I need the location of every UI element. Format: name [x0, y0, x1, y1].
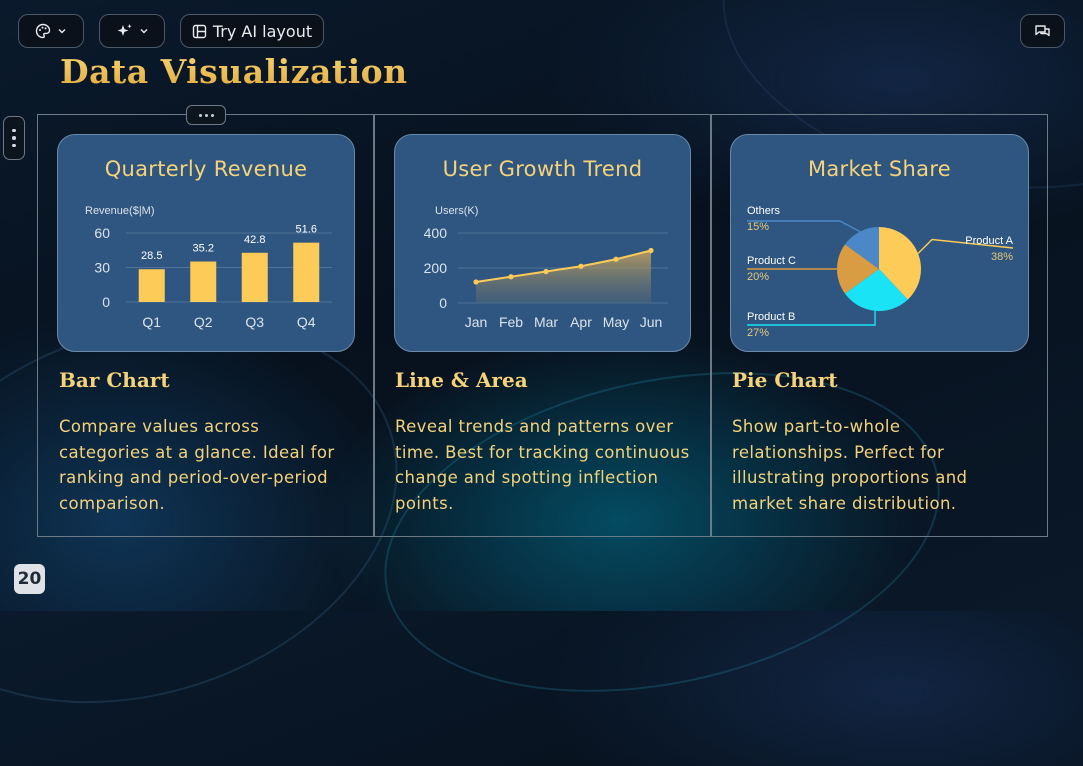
data-point: [648, 247, 654, 254]
slice-value-label: 38%: [991, 251, 1013, 263]
y-tick-label: 0: [102, 294, 110, 310]
slice-label: Others: [747, 205, 781, 217]
slice-value-label: 27%: [747, 327, 769, 339]
bar: [190, 261, 217, 302]
data-label: 35.2: [193, 243, 214, 255]
sparkle-icon: [116, 23, 133, 39]
chevron-down-icon: [139, 26, 149, 36]
pie-chart-card: Market Share Product A 38% Product B 27% Pro…: [730, 134, 1029, 352]
slice-label: Product C: [747, 255, 796, 267]
column-divider: [710, 114, 712, 537]
row-drag-handle[interactable]: [3, 116, 25, 160]
comments-icon: [1034, 24, 1051, 39]
data-point: [508, 274, 514, 280]
pie-slice: [845, 269, 908, 311]
x-tick-label: Jun: [640, 314, 663, 330]
try-ai-layout-label: Try AI layout: [212, 21, 313, 41]
slice-value-label: 20%: [747, 271, 769, 283]
x-tick-label: Q3: [245, 314, 264, 330]
y-axis-label: Revenue($|M): [85, 205, 155, 217]
slice-label: Product B: [747, 311, 795, 323]
pie-slice: [879, 227, 921, 300]
section-description: Show part-to-whole relationships. Perfec…: [732, 417, 968, 513]
x-tick-label: Mar: [534, 314, 558, 330]
data-label: 51.6: [296, 224, 317, 236]
section-heading: Pie Chart: [732, 368, 838, 392]
page-number: 20: [14, 564, 45, 594]
bar-chart: Revenue($|M) 0 30 60 28.5 Q1 35.2 Q2 42.8 Q3 51.6 Q…: [85, 205, 332, 330]
data-point: [578, 263, 584, 269]
data-point: [473, 279, 479, 285]
bar-chart-card: Quarterly Revenue Revenue($|M) 0 30 60 28.5 Q…: [57, 134, 355, 352]
pie-slice: [845, 227, 879, 269]
ai-assist-button[interactable]: [99, 14, 165, 48]
y-tick-label: 60: [94, 225, 110, 241]
palette-icon: [35, 23, 51, 39]
try-ai-layout-button[interactable]: Try AI layout: [180, 14, 324, 48]
slice-value-label: 15%: [747, 221, 769, 233]
x-tick-label: Q1: [142, 314, 161, 330]
comments-button[interactable]: [1020, 14, 1065, 48]
chart-title: User Growth Trend: [442, 157, 643, 181]
bar: [241, 252, 268, 302]
data-point: [613, 256, 619, 262]
data-label: 42.8: [244, 234, 265, 246]
chevron-down-icon: [57, 26, 67, 36]
y-tick-label: 0: [439, 295, 447, 311]
column-drag-handle[interactable]: [186, 105, 226, 125]
leader-line: [917, 238, 1014, 255]
x-tick-label: Feb: [499, 314, 523, 330]
x-tick-label: May: [603, 314, 629, 330]
area-chart-card: User Growth Trend Users(K) 0 200 400 Jan Feb M…: [394, 134, 691, 352]
layout-icon: [192, 24, 207, 39]
y-tick-label: 200: [424, 260, 448, 276]
data-label: 28.5: [141, 250, 162, 262]
section-description: Compare values across categories at a gl…: [59, 417, 335, 513]
y-axis-label: Users(K): [435, 205, 478, 217]
chart-title: Quarterly Revenue: [104, 157, 308, 181]
section-description: Reveal trends and patterns over time. Be…: [395, 417, 690, 513]
y-tick-label: 30: [94, 260, 110, 276]
x-tick-label: Q4: [297, 314, 316, 330]
series-line: [475, 249, 652, 283]
pie-slice: [837, 244, 879, 294]
slide-title: Data Visualization: [60, 52, 408, 91]
slice-label: Product A: [965, 235, 1013, 247]
bar: [293, 242, 320, 302]
data-point: [543, 268, 549, 275]
pie-chart: Product A 38% Product B 27% Product C 20% Othe…: [747, 205, 1014, 339]
leader-line: [747, 220, 861, 233]
line-area-chart: Users(K) 0 200 400 Jan Feb Mar Apr May Jun: [424, 205, 668, 330]
x-tick-label: Q2: [194, 314, 213, 330]
chart-title: Market Share: [807, 157, 952, 181]
section-heading: Line & Area: [395, 368, 528, 392]
content-table-frame[interactable]: [37, 114, 1048, 537]
column-divider: [373, 114, 375, 537]
section-heading: Bar Chart: [59, 368, 170, 392]
area-fill: [476, 250, 651, 303]
y-tick-label: 400: [424, 225, 448, 241]
x-tick-label: Jan: [465, 314, 488, 330]
leader-line: [747, 310, 876, 326]
bar: [138, 269, 165, 302]
x-tick-label: Apr: [570, 314, 592, 330]
theme-button[interactable]: [18, 14, 84, 48]
